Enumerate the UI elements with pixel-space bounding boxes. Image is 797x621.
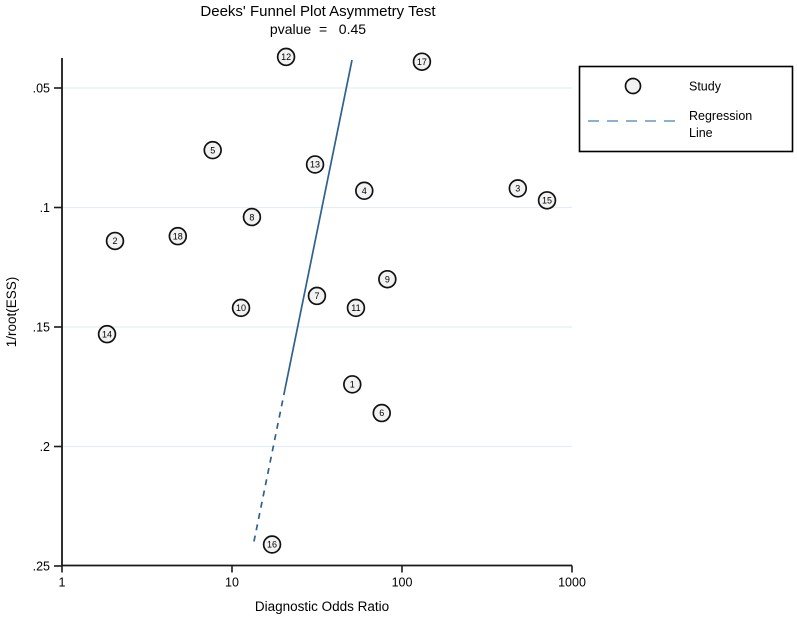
study-number: 18 bbox=[173, 231, 183, 241]
y-tick-label: .1 bbox=[40, 201, 50, 215]
study-point: 15 bbox=[537, 191, 557, 210]
study-circle-icon bbox=[231, 298, 251, 318]
study-point: 18 bbox=[168, 226, 188, 246]
study-number: 2 bbox=[112, 236, 117, 246]
study-number: 7 bbox=[314, 291, 319, 301]
study-number: 4 bbox=[362, 186, 367, 196]
study-circle-icon bbox=[242, 207, 262, 227]
study-circle-icon bbox=[307, 286, 327, 306]
study-number: 12 bbox=[281, 52, 291, 62]
y-axis-title: 1/root(ESS) bbox=[4, 277, 19, 348]
study-number: 1 bbox=[350, 380, 355, 390]
legend-study-label: Study bbox=[689, 80, 722, 94]
legend: Study Regression Line bbox=[578, 65, 794, 153]
study-point: 6 bbox=[372, 403, 391, 423]
study-point: 1 bbox=[343, 375, 362, 394]
y-tick-label: .2 bbox=[40, 440, 50, 454]
study-number: 9 bbox=[385, 274, 390, 284]
y-tick-label: .25 bbox=[33, 560, 50, 574]
study-circle-icon bbox=[203, 140, 222, 160]
y-tick-label: .15 bbox=[33, 321, 50, 335]
study-point: 10 bbox=[231, 298, 251, 318]
study-point: 13 bbox=[305, 155, 325, 174]
study-point: 7 bbox=[307, 286, 327, 306]
study-number: 17 bbox=[417, 57, 427, 67]
x-tick-label: 1000 bbox=[558, 576, 586, 590]
study-point: 3 bbox=[508, 179, 528, 198]
study-point: 5 bbox=[203, 140, 222, 160]
x-tick-label: 10 bbox=[225, 576, 239, 590]
study-number: 3 bbox=[515, 184, 520, 194]
study-circle-icon bbox=[537, 191, 557, 210]
x-tick-label: 100 bbox=[392, 576, 413, 590]
gridlines bbox=[62, 87, 572, 448]
study-number: 5 bbox=[210, 145, 215, 155]
study-point: 16 bbox=[262, 535, 282, 554]
study-point: 12 bbox=[276, 47, 296, 67]
study-number: 16 bbox=[267, 540, 277, 550]
study-circle-icon bbox=[305, 155, 325, 174]
study-circle-icon bbox=[412, 52, 432, 71]
legend-regression-label-line2: Line bbox=[689, 126, 713, 140]
study-number: 14 bbox=[102, 329, 112, 339]
study-number: 15 bbox=[542, 196, 552, 206]
study-point: 4 bbox=[355, 181, 374, 201]
study-circle-icon bbox=[355, 181, 374, 201]
study-circle-icon bbox=[372, 403, 391, 423]
study-number: 11 bbox=[351, 303, 360, 313]
study-circle-icon bbox=[105, 231, 125, 251]
x-axis-title: Diagnostic Odds Ratio bbox=[255, 599, 389, 614]
study-circle-icon bbox=[378, 269, 397, 289]
study-circle-icon bbox=[262, 535, 282, 554]
x-tick-label: 1 bbox=[59, 576, 66, 590]
axes: .05 .1 .15 .2 .25 1 10 100 1000 bbox=[33, 58, 586, 590]
study-number: 6 bbox=[379, 408, 384, 418]
study-number: 10 bbox=[236, 303, 246, 313]
study-point: 2 bbox=[105, 231, 125, 251]
study-circle-icon bbox=[168, 226, 188, 246]
study-circle-icon bbox=[343, 375, 362, 394]
chart-title: Deeks' Funnel Plot Asymmetry Test bbox=[200, 3, 436, 20]
legend-regression-label-line1: Regression bbox=[689, 109, 752, 123]
y-tick-label: .05 bbox=[33, 82, 50, 96]
regression-line-dashed bbox=[252, 388, 286, 547]
study-number: 13 bbox=[310, 160, 320, 170]
study-point: 17 bbox=[412, 52, 432, 71]
regression-line-solid bbox=[284, 59, 353, 390]
axis-frame bbox=[61, 58, 572, 567]
chart-subtitle: pvalue = 0.45 bbox=[270, 21, 366, 37]
study-point: 14 bbox=[97, 324, 117, 344]
study-point: 11 bbox=[346, 298, 366, 318]
study-point: 9 bbox=[378, 269, 397, 289]
study-circle-icon bbox=[508, 179, 528, 198]
regression-line bbox=[252, 59, 353, 547]
study-circle-icon bbox=[276, 47, 296, 67]
study-number: 8 bbox=[249, 212, 254, 222]
legend-box bbox=[578, 65, 794, 153]
study-circle-icon bbox=[346, 298, 366, 318]
study-point: 8 bbox=[242, 207, 262, 227]
study-circle-icon bbox=[97, 324, 117, 344]
study-marker-icon bbox=[624, 77, 642, 95]
